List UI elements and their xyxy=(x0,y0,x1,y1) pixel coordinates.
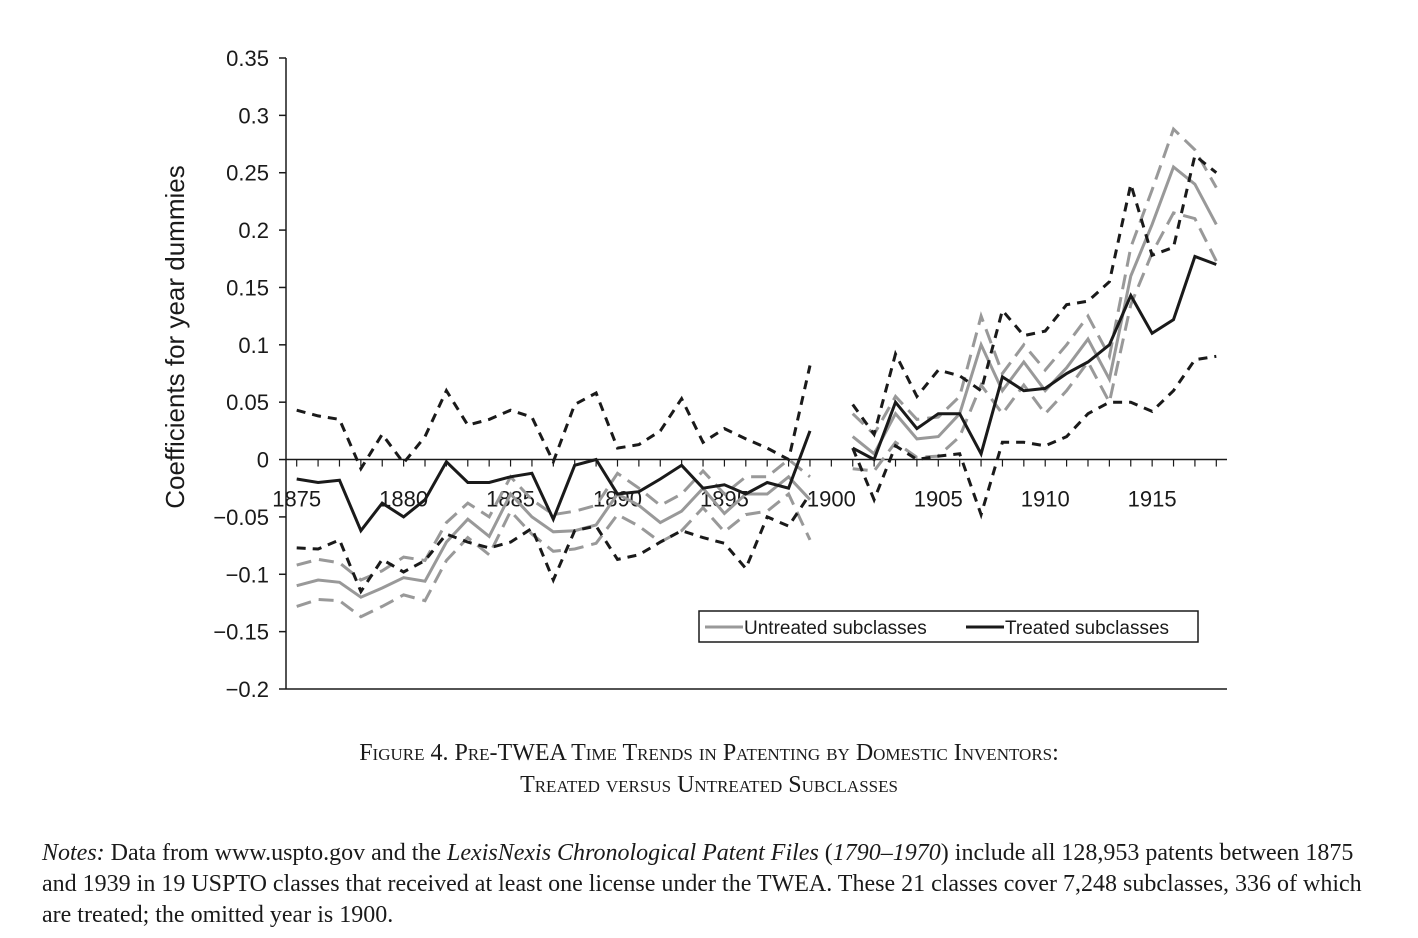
y-tick-label: 0.2 xyxy=(238,218,269,243)
y-tick-label: 0.1 xyxy=(238,333,269,358)
series-line-treated-estimate xyxy=(296,430,812,534)
y-axis-label: Coefficients for year dummies xyxy=(160,165,190,508)
notes-label: Notes: xyxy=(42,840,105,866)
legend-box xyxy=(698,610,1199,643)
y-tick-label: 0 xyxy=(257,448,269,473)
legend: Untreated subclasses Treated subclasses xyxy=(698,610,1199,643)
figure-caption-line-1: Figure 4. Pre-TWEA Time Trends in Patent… xyxy=(359,740,1059,766)
x-tick-label: 1900 xyxy=(807,487,856,512)
series-line-untreated-lower-bound xyxy=(296,491,812,619)
x-tick-label: 1905 xyxy=(914,487,963,512)
notes-text-2: ( xyxy=(818,840,833,866)
y-tick-label: 0.35 xyxy=(226,46,269,71)
series-line-untreated-upper-bound xyxy=(296,457,811,582)
series-line-treated-lower-bound xyxy=(296,493,812,595)
legend-label-treated: Treated subclasses xyxy=(1005,618,1169,639)
notes-text-1: Data from www.uspto.gov and the xyxy=(104,840,448,866)
series-line-untreated-estimate xyxy=(851,164,1218,457)
figure-notes: Notes: Data from www.uspto.gov and the L… xyxy=(42,838,1382,931)
x-tick-label: 1880 xyxy=(379,487,428,512)
series-line-treated-upper-bound xyxy=(851,152,1218,438)
series-line-untreated-lower-bound xyxy=(852,211,1218,473)
series-line-treated-lower-bound xyxy=(851,354,1217,520)
chart: 0.35 0.3 0.25 0.2 0.15 0.1 0.05 0 −0.05 −0.1 −0.15… xyxy=(160,46,1227,702)
figure-caption-line-2: Treated versus Untreated Subclasses xyxy=(520,772,898,798)
notes-text-3: ) include all 128,953 patents between 18… xyxy=(42,840,1362,928)
series-line-untreated-estimate xyxy=(296,474,812,599)
series-line-treated-upper-bound xyxy=(296,365,812,472)
y-tick-label: −0.05 xyxy=(213,505,269,530)
y-tick-label: −0.1 xyxy=(226,562,269,587)
y-tick-label: −0.15 xyxy=(213,620,269,645)
series-line-untreated-upper-bound xyxy=(851,126,1218,437)
y-tick-label: 0.15 xyxy=(226,275,269,300)
notes-years: 1790–1970 xyxy=(832,840,941,866)
x-tick-label: 1910 xyxy=(1021,487,1070,512)
x-tick-label: 1875 xyxy=(272,487,321,512)
y-tick-label: 0.05 xyxy=(226,390,269,415)
axes: 0.35 0.3 0.25 0.2 0.15 0.1 0.05 0 −0.05 −0.1 −0.15… xyxy=(213,46,1227,702)
notes-source-title: LexisNexis Chronological Patent Files xyxy=(447,840,819,866)
series-group xyxy=(296,126,1218,619)
legend-label-untreated: Untreated subclasses xyxy=(744,618,927,639)
y-tick-label: −0.2 xyxy=(226,677,269,702)
y-axis-label-group: Coefficients for year dummies xyxy=(160,165,190,508)
series-line-treated-estimate xyxy=(851,254,1217,462)
x-tick-label: 1915 xyxy=(1128,487,1177,512)
x-tick-label: 1885 xyxy=(486,487,535,512)
y-tick-label: 0.25 xyxy=(226,161,269,186)
y-tick-label: 0.3 xyxy=(238,103,269,128)
